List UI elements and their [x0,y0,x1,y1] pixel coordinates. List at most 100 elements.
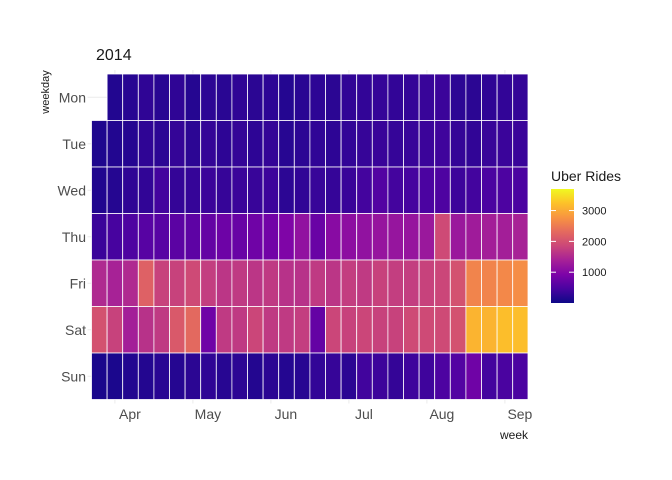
cell-mon-week-10 [231,73,248,121]
cell-thu-week-3 [122,213,139,261]
cell-sat-week-27 [496,306,514,354]
cell-thu-week-22 [418,213,436,261]
cell-wed-week-9 [215,166,233,214]
cell-thu-week-15 [309,213,326,261]
cell-mon-week-27 [496,73,514,121]
cell-fri-week-10 [231,259,248,307]
cell-fri-week-12 [262,259,280,307]
y-axis-label: weekday [40,70,52,115]
cell-mon-week-6 [169,73,186,121]
cell-fri-week-7 [184,259,202,307]
cell-mon-week-4 [137,73,155,121]
cell-tue-week-19 [371,120,389,168]
cell-wed-week-25 [465,166,482,214]
cell-thu-week-25 [465,213,482,261]
cell-sat-week-26 [481,306,498,354]
cell-sun-week-27 [496,352,514,400]
cell-thu-week-21 [403,213,420,261]
cell-tue-week-20 [387,120,404,168]
cell-sun-week-24 [449,352,467,400]
x-tick-apr: Apr [119,406,141,422]
cell-mon-week-5 [153,73,170,121]
x-axis-label: week [499,428,529,442]
cell-sat-week-4 [137,306,155,354]
cell-tue-week-4 [137,120,155,168]
cell-thu-week-18 [356,213,373,261]
cell-tue-week-27 [496,120,514,168]
cell-thu-week-12 [262,213,280,261]
y-tick-mon: Mon [59,89,86,105]
cell-wed-week-17 [340,166,358,214]
cell-wed-week-10 [231,166,248,214]
cell-fri-week-27 [496,259,514,307]
cell-tue-week-2 [106,120,124,168]
cell-sat-week-6 [169,306,186,354]
x-tick-labels: Apr May Jun Jul Aug Sep [119,406,533,422]
cell-mon-week-3 [122,73,139,121]
cell-fri-week-2 [106,259,124,307]
cell-fri-week-18 [356,259,373,307]
cell-tue-week-15 [309,120,326,168]
cell-sat-week-12 [262,306,280,354]
cell-tue-week-7 [184,120,202,168]
cell-mon-week-14 [293,73,311,121]
cell-tue-week-12 [262,120,280,168]
y-tick-tue: Tue [62,136,86,152]
cell-wed-week-24 [449,166,467,214]
cell-mon-week-12 [262,73,280,121]
cell-thu-week-20 [387,213,404,261]
cell-wed-week-12 [262,166,280,214]
x-tick-sep: Sep [507,406,532,422]
cell-sat-week-1 [91,306,108,354]
cell-thu-week-24 [449,213,467,261]
cell-wed-week-8 [200,166,217,214]
cell-thu-week-26 [481,213,498,261]
legend-colorbar [551,189,574,303]
cell-thu-week-14 [293,213,311,261]
cell-sat-week-24 [449,306,467,354]
cell-mon-week-21 [403,73,420,121]
cell-sat-week-18 [356,306,373,354]
cell-sat-week-21 [403,306,420,354]
cell-sat-week-13 [278,306,295,354]
cell-wed-week-27 [496,166,514,214]
cell-sat-week-17 [340,306,358,354]
cell-mon-week-17 [340,73,358,121]
cell-sun-week-28 [512,352,529,400]
cell-tue-week-5 [153,120,170,168]
cell-mon-week-28 [512,73,529,121]
cell-fri-week-22 [418,259,436,307]
cell-mon-week-16 [325,73,342,121]
cell-thu-week-17 [340,213,358,261]
cell-sun-week-14 [293,352,311,400]
cell-fri-week-19 [371,259,389,307]
cell-wed-week-2 [106,166,124,214]
cell-tue-week-24 [449,120,467,168]
cell-sun-week-1 [91,352,108,400]
cell-wed-week-26 [481,166,498,214]
cell-wed-week-22 [418,166,436,214]
legend-label-3000: 3000 [582,206,606,218]
x-tick-aug: Aug [429,406,454,422]
cell-sun-week-17 [340,352,358,400]
cell-thu-week-6 [169,213,186,261]
cell-thu-week-9 [215,213,233,261]
legend-label-2000: 2000 [582,236,606,248]
cell-thu-week-11 [247,213,264,261]
cell-wed-week-19 [371,166,389,214]
cell-thu-week-28 [512,213,529,261]
cell-tue-week-1 [91,120,108,168]
cell-sun-week-10 [231,352,248,400]
cell-tue-week-23 [434,120,451,168]
cell-sat-week-20 [387,306,404,354]
cell-tue-week-11 [247,120,264,168]
cell-thu-week-4 [137,213,155,261]
cell-sun-week-11 [247,352,264,400]
cell-wed-week-6 [169,166,186,214]
cell-fri-week-4 [137,259,155,307]
cell-wed-week-13 [278,166,295,214]
cell-sat-week-25 [465,306,482,354]
cell-thu-week-13 [278,213,295,261]
cell-fri-week-3 [122,259,139,307]
cell-sat-week-10 [231,306,248,354]
